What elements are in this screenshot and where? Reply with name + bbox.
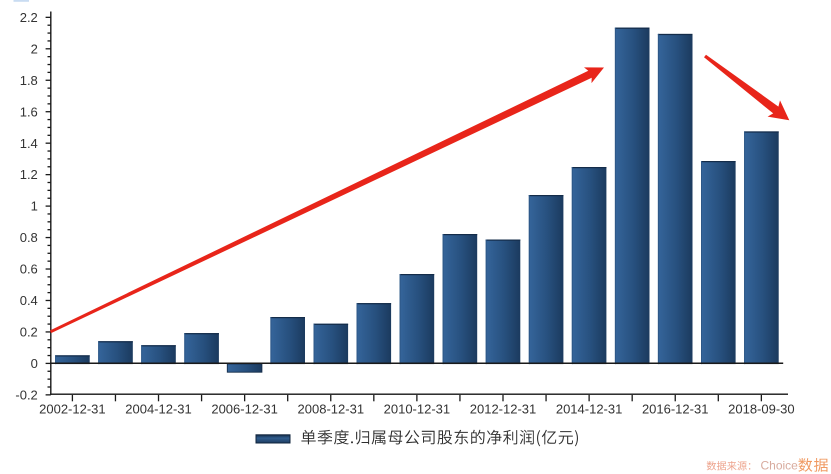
svg-text:0.8: 0.8 — [20, 230, 38, 245]
svg-text:2014-12-31: 2014-12-31 — [556, 402, 623, 417]
svg-text:2: 2 — [31, 41, 38, 56]
svg-text:2.2: 2.2 — [20, 10, 38, 25]
svg-text:2010-12-31: 2010-12-31 — [384, 402, 451, 417]
svg-text:0.2: 0.2 — [20, 325, 38, 340]
svg-text:2008-12-31: 2008-12-31 — [298, 402, 365, 417]
svg-text:1.4: 1.4 — [20, 136, 38, 151]
svg-text:2016-12-31: 2016-12-31 — [642, 402, 709, 417]
svg-text:2002-12-31: 2002-12-31 — [39, 402, 106, 417]
svg-text:Choice: Choice — [761, 459, 799, 473]
svg-text:0: 0 — [31, 356, 38, 371]
svg-text:1.6: 1.6 — [20, 104, 38, 119]
svg-text:1.2: 1.2 — [20, 167, 38, 182]
svg-text:0.6: 0.6 — [20, 262, 38, 277]
svg-text:2012-12-31: 2012-12-31 — [470, 402, 537, 417]
svg-text:1.8: 1.8 — [20, 73, 38, 88]
svg-text:0.4: 0.4 — [20, 293, 38, 308]
svg-text:2004-12-31: 2004-12-31 — [125, 402, 192, 417]
svg-text:1: 1 — [31, 199, 38, 214]
svg-text:-0.2: -0.2 — [15, 388, 37, 403]
svg-text:2006-12-31: 2006-12-31 — [211, 402, 278, 417]
svg-text:2018-09-30: 2018-09-30 — [728, 402, 795, 417]
